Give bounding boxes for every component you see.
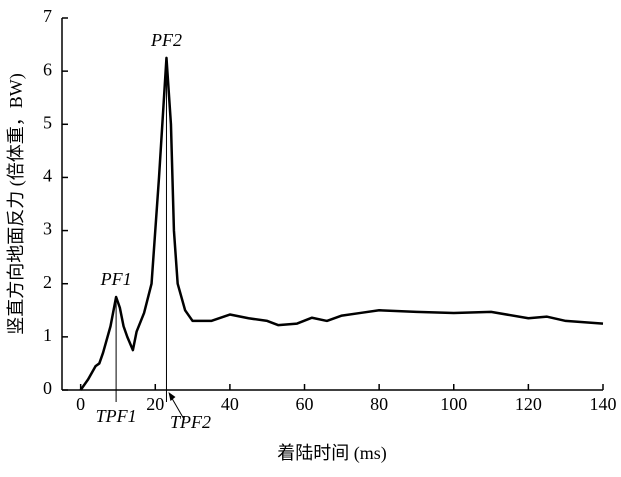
y-tick-label: 7: [43, 6, 52, 26]
y-axis-label: 竖直方向地面反力 (倍体重，BW): [6, 73, 27, 334]
x-tick-label: 120: [515, 394, 542, 414]
data-line: [79, 56, 604, 391]
arrow-head: [168, 392, 176, 401]
y-tick-label: 4: [43, 166, 52, 186]
x-tick-label: 140: [590, 394, 617, 414]
peak-label: PF1: [100, 269, 132, 289]
y-tick-label: 0: [43, 378, 52, 398]
y-tick-label: 5: [43, 112, 52, 132]
x-tick-label: 20: [146, 394, 164, 414]
x-tick-label: 40: [221, 394, 239, 414]
x-tick-label: 60: [296, 394, 314, 414]
time-label: TPF1: [96, 406, 137, 426]
peak-label: PF2: [150, 30, 182, 50]
y-tick-label: 1: [43, 325, 52, 345]
time-label: TPF2: [170, 412, 211, 432]
x-tick-label: 0: [76, 394, 85, 414]
x-tick-label: 80: [370, 394, 388, 414]
x-tick-label: 100: [440, 394, 467, 414]
y-tick-label: 2: [43, 272, 52, 292]
y-tick-label: 6: [43, 59, 52, 79]
y-tick-label: 3: [43, 219, 52, 239]
x-axis-label: 着陆时间 (ms): [277, 443, 387, 464]
